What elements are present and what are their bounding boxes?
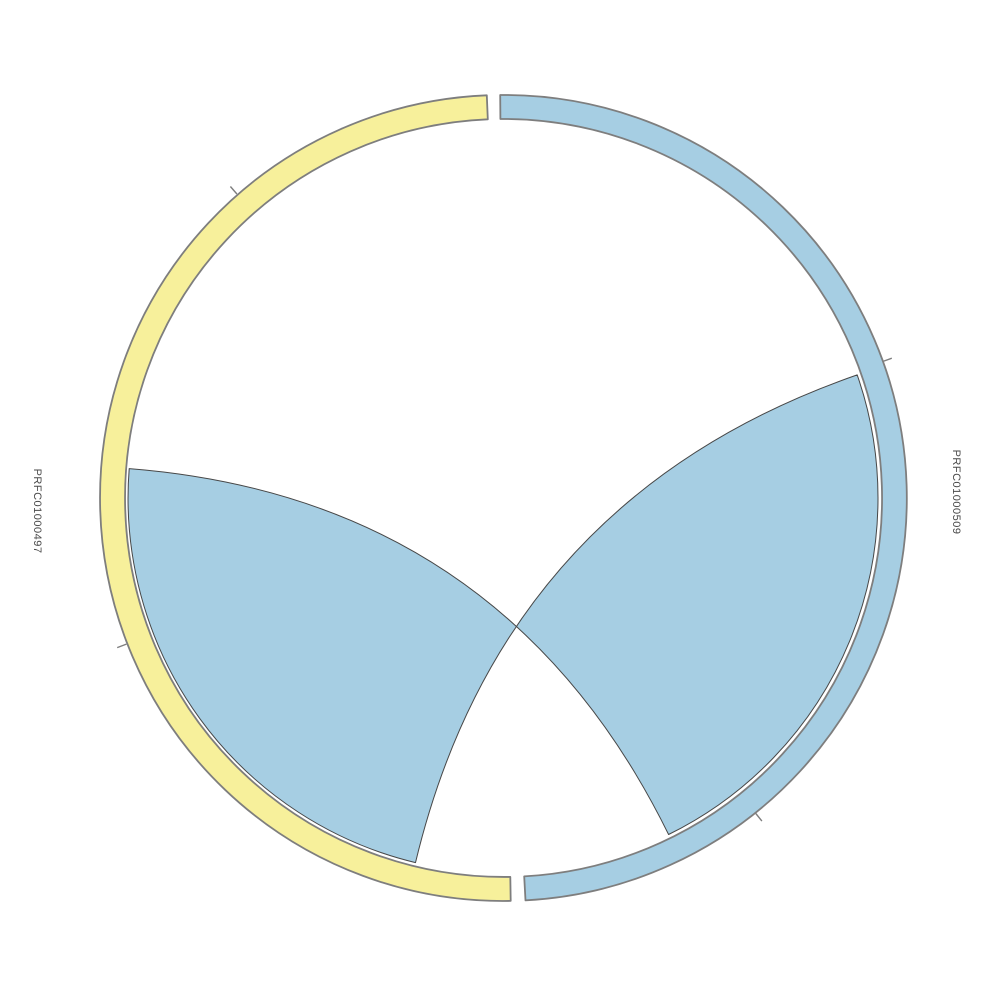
chord-ribbon — [127, 374, 879, 864]
segment-arc-right — [499, 94, 908, 902]
segment-label-right: PRFC01000509 — [950, 450, 962, 535]
segment-arc-left — [99, 94, 512, 902]
segment-label-left: PRFC01000497 — [31, 469, 43, 554]
tick-marks — [116, 186, 893, 822]
